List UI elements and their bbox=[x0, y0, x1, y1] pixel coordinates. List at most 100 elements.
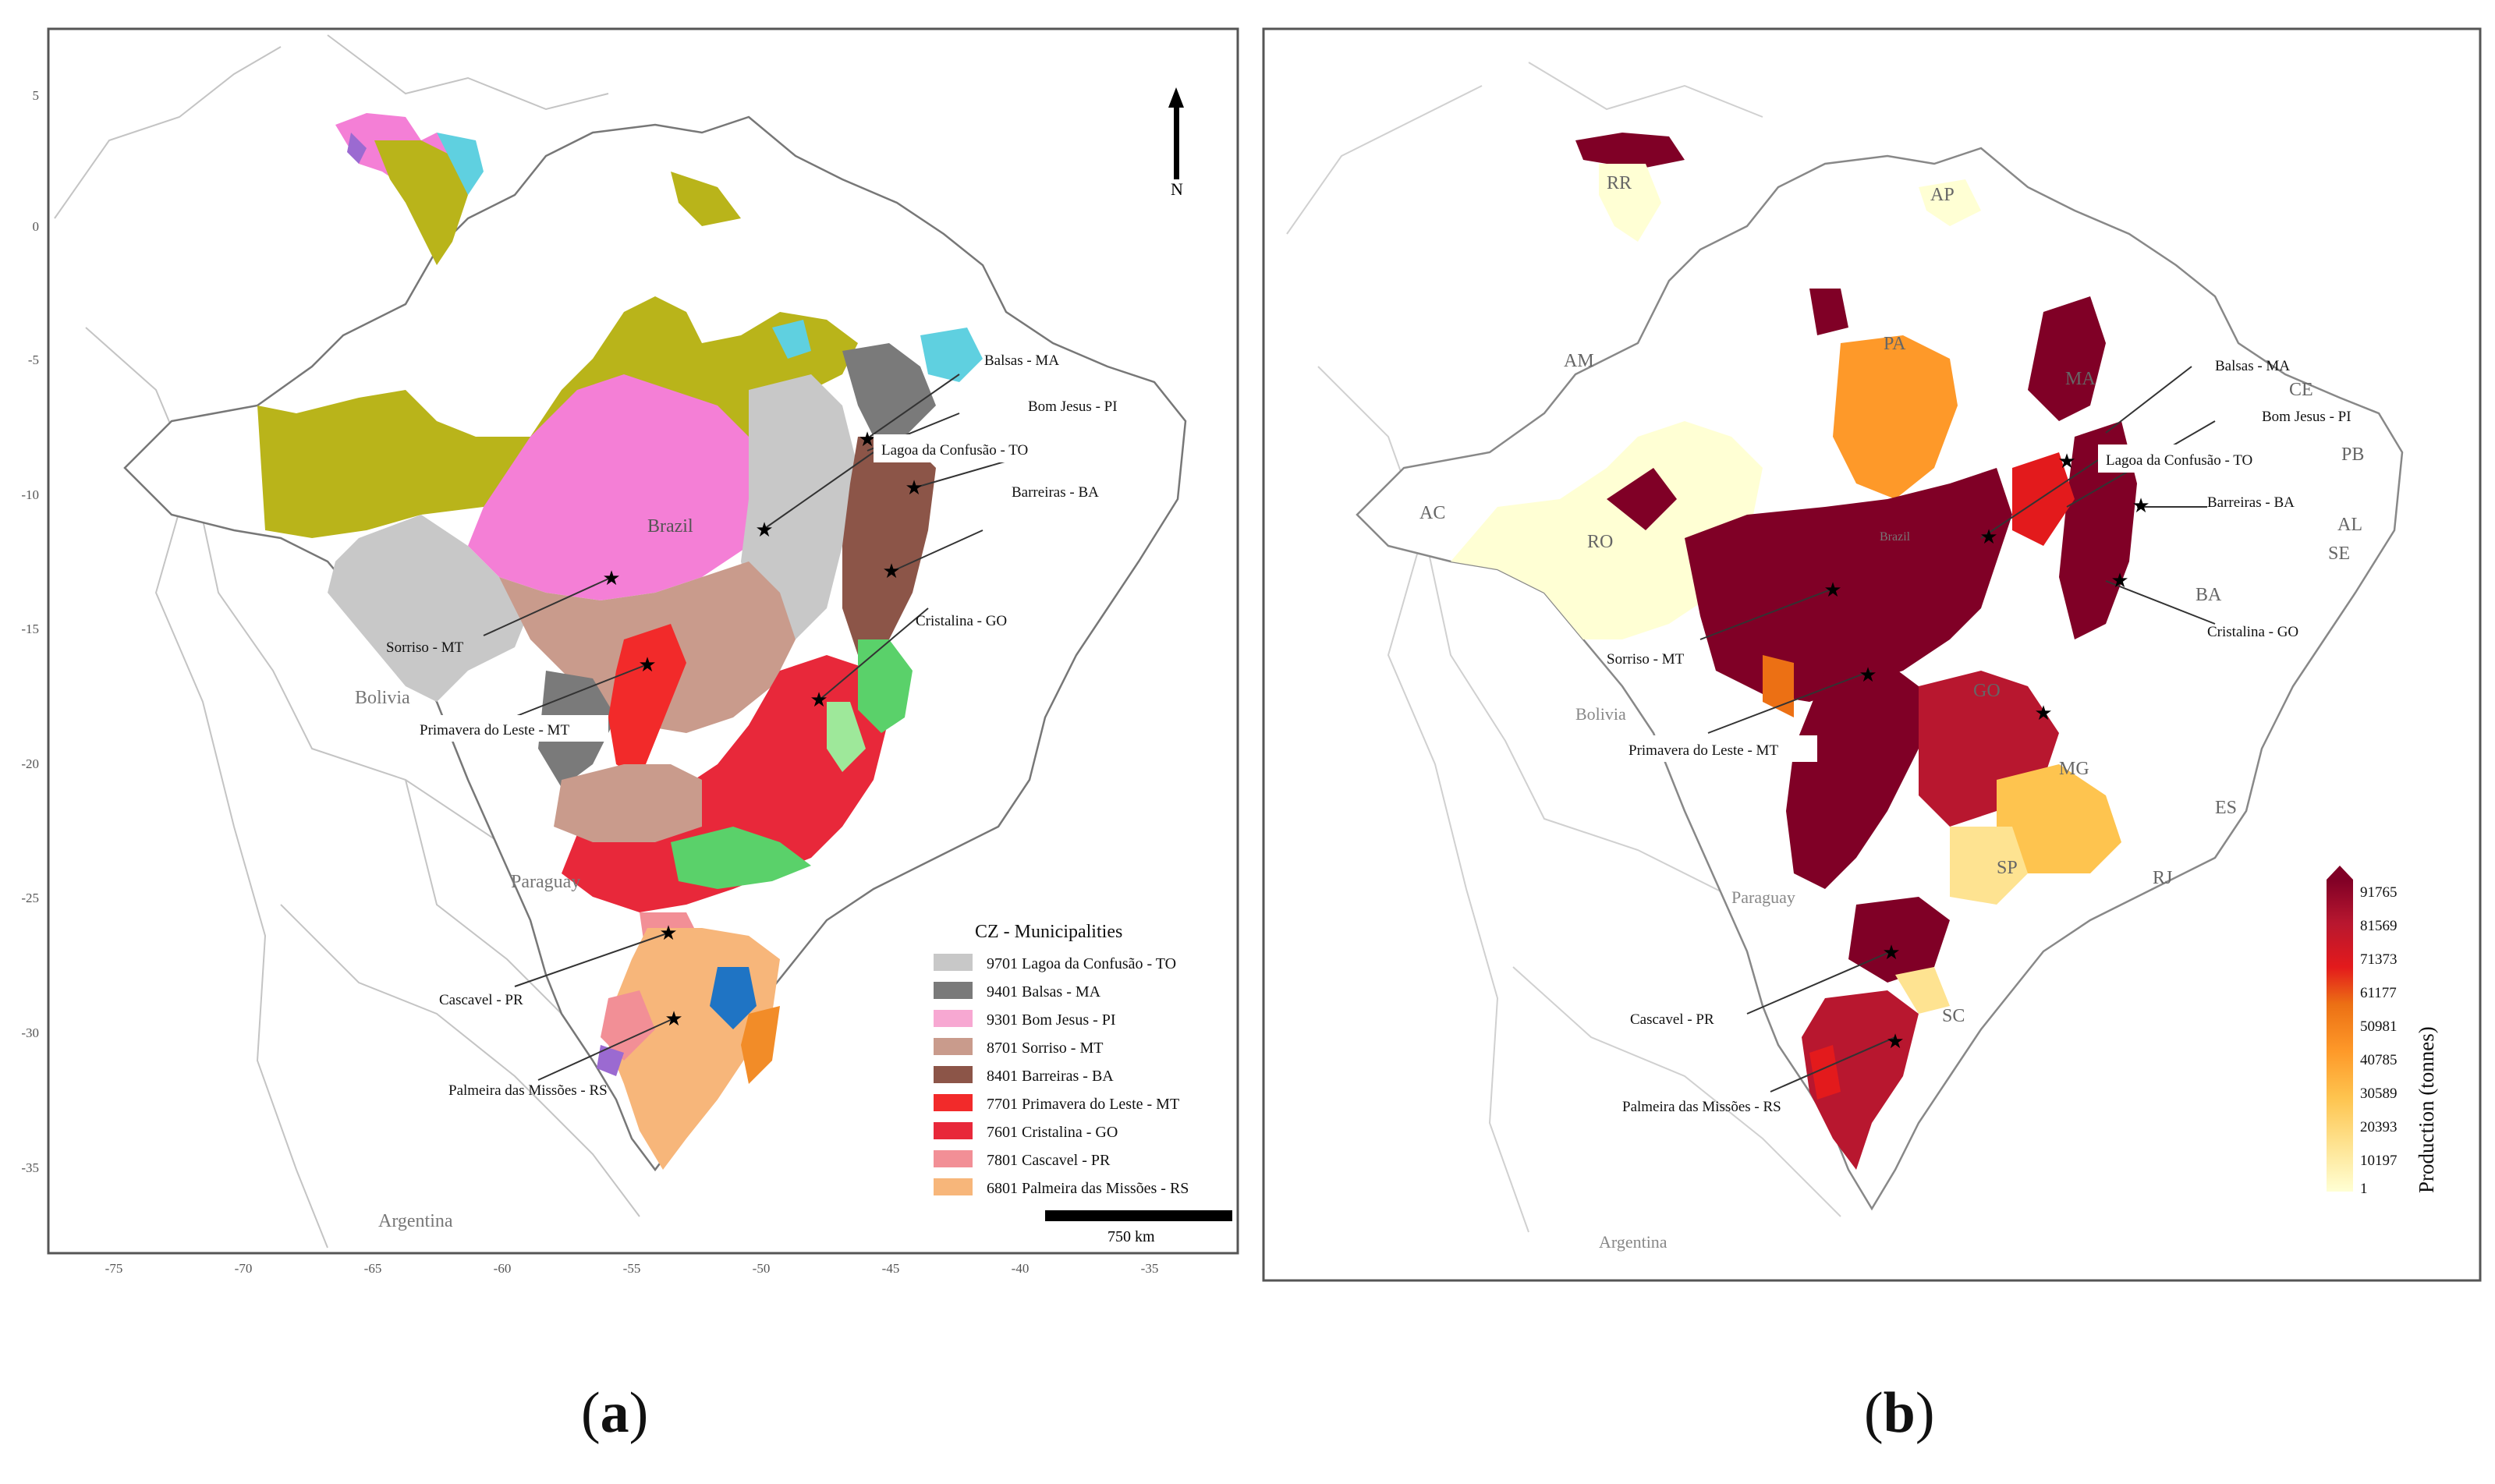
star-icon: ★ bbox=[905, 476, 923, 499]
star-icon: ★ bbox=[1823, 579, 1841, 601]
city-markers-a: ★ ★ ★ ★ ★ ★ ★ ★ ★ bbox=[602, 428, 923, 1030]
star-icon: ★ bbox=[2057, 450, 2075, 473]
x-tick: -75 bbox=[105, 1261, 123, 1276]
panel-label-a: (a) bbox=[581, 1381, 649, 1445]
y-tick: 0 bbox=[33, 219, 40, 234]
x-tick: -65 bbox=[364, 1261, 382, 1276]
north-label: N bbox=[1171, 179, 1183, 199]
scale-bar: 750 km bbox=[1045, 1210, 1232, 1245]
country-label-brazil: Brazil bbox=[1880, 530, 1911, 544]
prod-ro-high bbox=[1607, 468, 1677, 530]
north-arrow: N bbox=[1168, 87, 1184, 199]
panel-label-b: (b) bbox=[1864, 1381, 1935, 1445]
city-label: Balsas - MA bbox=[2215, 358, 2290, 374]
city-label: Palmeira das Missões - RS bbox=[1622, 1099, 1781, 1115]
country-label-argentina: Argentina bbox=[1599, 1232, 1667, 1252]
state-label: BA bbox=[2196, 585, 2222, 605]
star-icon: ★ bbox=[755, 519, 773, 541]
country-label-argentina: Argentina bbox=[378, 1211, 453, 1231]
legend-label: 8401 Barreiras - BA bbox=[987, 1068, 1114, 1085]
city-label: Barreiras - BA bbox=[2207, 494, 2295, 511]
panel-a-map: 5 0 -5 -10 -15 -20 -25 -30 -35 -75 -70 -… bbox=[21, 27, 1239, 1276]
legend-item: 8401 Barreiras - BA bbox=[934, 1066, 1114, 1085]
x-tick: -70 bbox=[235, 1261, 253, 1276]
colorbar: 91765 81569 71373 61177 50981 40785 3058… bbox=[2327, 866, 2438, 1197]
prod-mt-high bbox=[1685, 468, 2012, 702]
legend-item: 7801 Cascavel - PR bbox=[934, 1150, 1111, 1169]
y-tick: 5 bbox=[33, 88, 40, 103]
green-zone-south bbox=[671, 827, 811, 889]
state-label: AM bbox=[1564, 351, 1594, 371]
prod-ap-low bbox=[1919, 179, 1981, 226]
y-tick: -20 bbox=[21, 756, 39, 771]
colorbar-tick: 71373 bbox=[2360, 951, 2398, 968]
legend-swatch bbox=[934, 982, 973, 999]
city-label: Barreiras - BA bbox=[1012, 484, 1099, 501]
state-label: MG bbox=[2059, 759, 2089, 779]
state-label: RJ bbox=[2153, 868, 2172, 888]
star-icon: ★ bbox=[810, 689, 828, 711]
primavera-zone bbox=[608, 624, 686, 780]
lightgreen-zone bbox=[827, 702, 866, 772]
legend-a: CZ - Municipalities 9701 Lagoa da Confus… bbox=[934, 922, 1189, 1197]
legend-label: 7801 Cascavel - PR bbox=[987, 1152, 1111, 1169]
city-label: Primavera do Leste - MT bbox=[1628, 742, 1778, 759]
city-label: Balsas - MA bbox=[984, 352, 1059, 369]
prod-sp bbox=[1950, 827, 2028, 905]
sorriso-zone-south bbox=[554, 764, 702, 842]
state-labels: RR AP AM PA MA CE PB AL SE AC RO BA GO M… bbox=[1419, 173, 2364, 1026]
city-label: Lagoa da Confusão - TO bbox=[881, 442, 1028, 459]
legend-item: 9701 Lagoa da Confusão - TO bbox=[934, 954, 1176, 972]
star-icon: ★ bbox=[602, 567, 620, 590]
panel-letter-a: a bbox=[600, 1381, 629, 1445]
prod-to bbox=[2012, 452, 2075, 546]
magenta-zone bbox=[468, 374, 764, 600]
cascavel-zone-south bbox=[601, 990, 655, 1061]
star-icon: ★ bbox=[665, 1008, 682, 1030]
city-label: Cascavel - PR bbox=[439, 992, 523, 1008]
x-tick: -40 bbox=[1012, 1261, 1030, 1276]
legend-label: 8701 Sorriso - MT bbox=[987, 1040, 1103, 1057]
y-axis-ticks: 5 0 -5 -10 -15 -20 -25 -30 -35 bbox=[21, 88, 39, 1175]
prod-sc bbox=[1895, 967, 1950, 1014]
country-label-paraguay: Paraguay bbox=[1731, 887, 1795, 907]
prod-ma-high bbox=[2028, 296, 2106, 421]
prod-roraima-low bbox=[1599, 164, 1661, 242]
legend-item: 7701 Primavera do Leste - MT bbox=[934, 1094, 1179, 1113]
state-label: RR bbox=[1607, 173, 1632, 193]
city-leaders-a bbox=[483, 374, 1011, 1081]
legend-label: 9301 Bom Jesus - PI bbox=[987, 1011, 1116, 1029]
star-icon: ★ bbox=[858, 428, 876, 451]
star-icon: ★ bbox=[2110, 569, 2128, 592]
city-label: Sorriso - MT bbox=[386, 639, 464, 656]
legend-item: 9301 Bom Jesus - PI bbox=[934, 1010, 1116, 1029]
star-icon: ★ bbox=[882, 560, 900, 583]
legend-swatch bbox=[934, 1066, 973, 1083]
state-label: GO bbox=[1973, 681, 2001, 701]
blue-zone bbox=[710, 967, 757, 1029]
prod-low-west bbox=[1451, 421, 1763, 639]
green-zone bbox=[858, 639, 913, 733]
x-axis-ticks: -75 -70 -65 -60 -55 -50 -45 -40 -35 bbox=[105, 1261, 1159, 1276]
city-label: Lagoa da Confusão - TO bbox=[2106, 452, 2252, 469]
star-icon: ★ bbox=[638, 653, 656, 676]
colorbar-title: Production (tonnes) bbox=[2415, 1026, 2438, 1193]
barreiras-zone bbox=[842, 437, 936, 655]
colorbar-tick: 1 bbox=[2360, 1181, 2368, 1197]
x-tick: -50 bbox=[753, 1261, 771, 1276]
legend-swatch bbox=[934, 1038, 973, 1055]
legend-swatch bbox=[934, 1122, 973, 1139]
state-label: PA bbox=[1884, 334, 1906, 354]
state-label: ES bbox=[2215, 798, 2237, 818]
cyan-zone bbox=[920, 328, 983, 382]
x-tick: -60 bbox=[494, 1261, 512, 1276]
y-tick: -5 bbox=[28, 352, 39, 367]
prod-pa-north bbox=[1809, 289, 1848, 335]
colorbar-tick: 81569 bbox=[2360, 918, 2398, 934]
prod-mt-south bbox=[1786, 663, 1919, 889]
state-label: CE bbox=[2289, 380, 2313, 400]
city-markers-b: ★ ★ ★ ★ ★ ★ ★ ★ ★ bbox=[1823, 450, 2149, 1053]
cyan-zone-2 bbox=[772, 320, 811, 359]
prod-rs-west bbox=[1809, 1045, 1841, 1100]
colorbar-tick: 10197 bbox=[2360, 1153, 2398, 1169]
